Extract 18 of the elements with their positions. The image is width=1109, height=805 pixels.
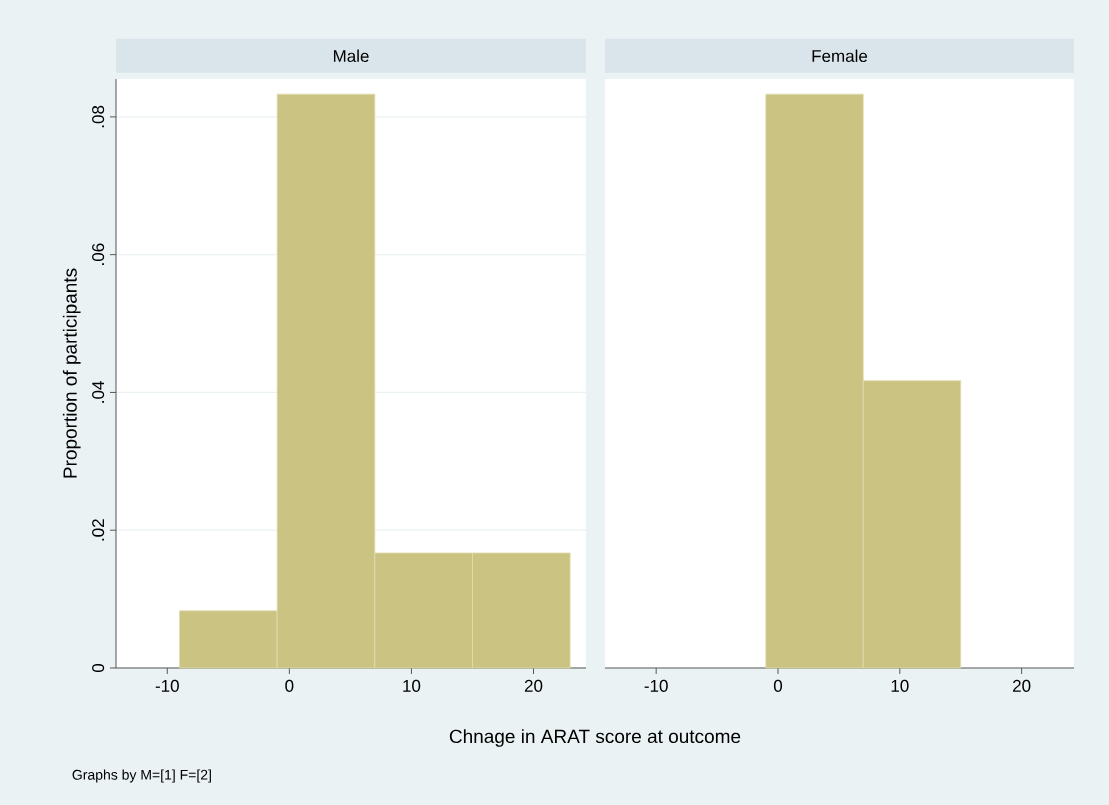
x-tick-label: 20 — [1013, 679, 1031, 692]
text: Graphs by M=[1] F=[2] — [72, 769, 211, 783]
x-tick-label: -10 — [155, 679, 179, 692]
x-tick-label: 0 — [285, 679, 294, 692]
chart-title: Female — [812, 49, 868, 63]
x-axis-title: Chnage in ARAT score at outcome — [449, 729, 741, 747]
x-tick-label: 20 — [524, 679, 543, 692]
x-tick-label: -10 — [644, 679, 668, 692]
x-tick-label: 0 — [773, 679, 783, 692]
x-tick-label: 10 — [403, 679, 421, 692]
x-tick-label: 10 — [891, 679, 909, 692]
y-tick-label: .02 — [92, 519, 105, 541]
y-tick-label: .04 — [92, 381, 105, 403]
chart-title: Male — [333, 49, 369, 63]
y-axis-title: Proportion of participants — [62, 268, 81, 478]
y-tick-label: 0 — [92, 663, 105, 673]
y-tick-label: .06 — [92, 243, 105, 265]
y-tick-label: .08 — [92, 105, 105, 128]
